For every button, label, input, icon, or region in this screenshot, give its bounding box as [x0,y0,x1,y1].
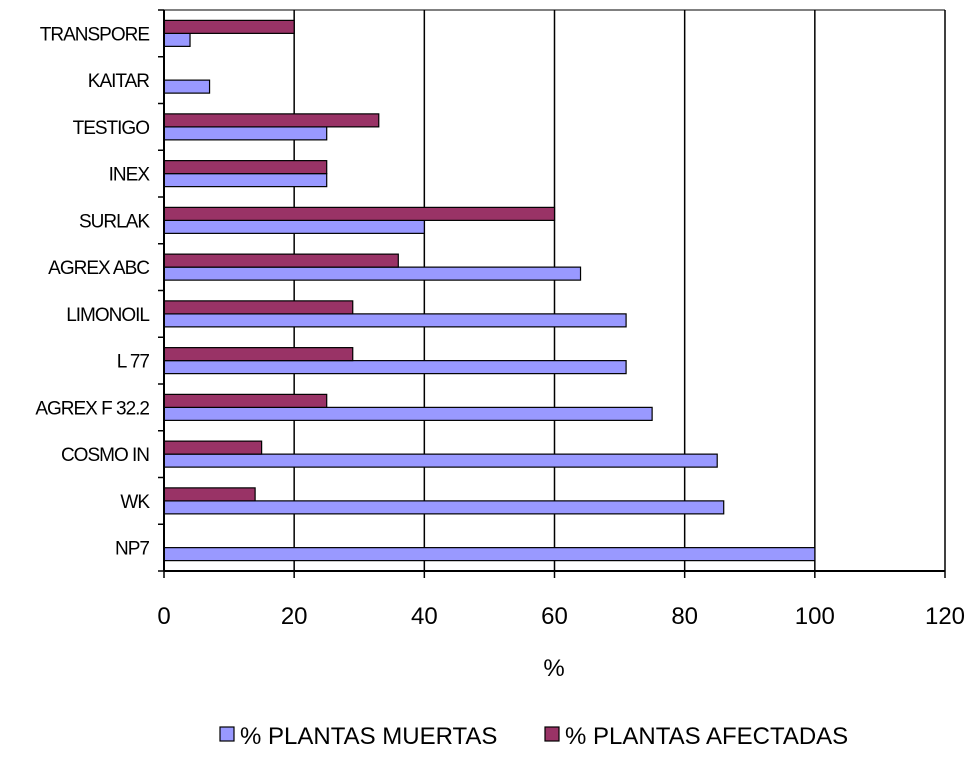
bar-plantas-muertas [163,266,582,281]
bars [163,19,816,562]
bar-plantas-afectadas [163,19,295,34]
bar-plantas-muertas [163,32,191,47]
category-label: AGREX F 32.2 [35,398,149,419]
bar-plantas-afectadas [163,440,263,455]
x-tick-label: 100 [795,603,835,630]
x-tick-label: 60 [541,603,568,630]
category-label: NP7 [115,539,149,560]
bar-plantas-muertas [163,406,653,421]
category-label: INEX [109,165,151,186]
x-tick-label: 80 [671,603,698,630]
category-label: COSMO IN [61,445,149,466]
category-label: AGREX ABC [48,258,149,279]
legend-swatch [544,726,560,742]
bar-plantas-muertas [163,547,816,562]
category-label: SURLAK [79,211,150,232]
gridlines [158,9,946,578]
legend: % PLANTAS MUERTAS % PLANTAS AFECTADAS [219,723,848,750]
x-axis-title: % [543,655,564,682]
bar-plantas-afectadas [163,487,256,502]
bar-plantas-muertas [163,126,328,141]
bar-plantas-afectadas [163,347,354,362]
legend-label: % PLANTAS AFECTADAS [565,723,848,750]
bar-plantas-afectadas [163,300,354,315]
bar-plantas-muertas [163,79,211,94]
category-label: WK [120,492,150,513]
bar-plantas-afectadas [163,160,328,175]
bar-plantas-muertas [163,313,627,328]
axes [163,9,945,572]
bar-plantas-muertas [163,173,328,188]
bar-plantas-afectadas [163,113,380,128]
x-tick-label: 40 [411,603,438,630]
bar-plantas-afectadas [163,206,556,221]
bar-plantas-muertas [163,360,627,375]
x-tick-label: 0 [157,603,170,630]
category-label: KAITAR [88,71,149,92]
legend-label: % PLANTAS MUERTAS [240,723,497,750]
x-tick-labels: 0 20 40 60 80 100 120 [157,603,965,630]
bar-plantas-afectadas [163,253,399,268]
category-label: TESTIGO [73,118,150,139]
bar-plantas-afectadas [163,393,328,408]
bar-plantas-muertas [163,219,425,234]
category-label: LIMONOIL [66,305,149,326]
legend-swatch [219,726,235,742]
x-tick-label: 20 [281,603,308,630]
bar-plantas-muertas [163,453,718,468]
bar-plantas-muertas [163,500,725,515]
x-tick-label: 120 [925,603,965,630]
category-label: TRANSPORE [40,24,150,45]
category-labels: NP7 WK COSMO IN AGREX F 32.2 L 77 LIMONOIL AGR… [35,24,151,560]
category-label: L 77 [117,352,150,373]
